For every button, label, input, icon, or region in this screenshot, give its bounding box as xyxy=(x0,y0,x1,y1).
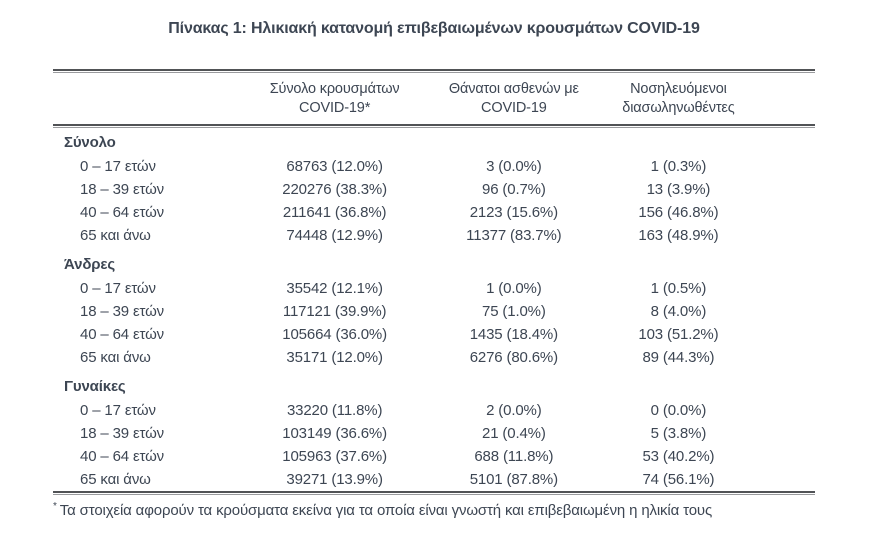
header-intubated-line2: διασωληνωθέντες xyxy=(622,100,735,116)
intubated-value: 103 (51.2%) xyxy=(638,326,719,343)
deaths-value: 75 (1.0%) xyxy=(482,303,546,320)
intubated-value: 163 (48.9%) xyxy=(638,227,719,244)
table-bottom-rule xyxy=(53,491,815,495)
intubated-value: 0 (0.0%) xyxy=(650,402,707,419)
section-row: Άνδρες xyxy=(53,252,815,277)
header-total-cases-line2: COVID-19* xyxy=(299,100,371,116)
header-deaths-line2: COVID-19 xyxy=(481,100,547,116)
deaths-value: 1 (0.0%) xyxy=(486,280,542,297)
age-group-label: 65 και άνω xyxy=(80,227,151,244)
cases-value: 74448 (12.9%) xyxy=(286,227,383,244)
intubated-value: 1 (0.5%) xyxy=(650,280,707,297)
header-deaths-line1: Θάνατοι ασθενών με xyxy=(448,81,579,97)
table-row: 0 – 17 ετών 35542 (12.1%) 1 (0.0%) 1 (0.5%) xyxy=(53,277,815,300)
table-row: 18 – 39 ετών 220276 (38.3%) 96 (0.7%) 13 (3… xyxy=(53,178,815,201)
deaths-value: 21 (0.4%) xyxy=(482,425,546,442)
intubated-value: 74 (56.1%) xyxy=(642,471,715,488)
header-intubated: Νοσηλευόμενοι διασωληνωθέντες xyxy=(602,80,756,118)
deaths-value: 5101 (87.8%) xyxy=(469,471,558,488)
deaths-value: 688 (11.8%) xyxy=(474,448,554,465)
deaths-value: 3 (0.0%) xyxy=(486,158,542,175)
cases-value: 39271 (13.9%) xyxy=(286,471,383,488)
section-label: Σύνολο xyxy=(64,134,116,151)
table-top-rule xyxy=(53,69,815,73)
table-row: 65 και άνω 74448 (12.9%) 11377 (83.7%) 163 … xyxy=(53,224,815,247)
table-row: 40 – 64 ετών 105664 (36.0%) 1435 (18.4%) 10… xyxy=(53,323,815,346)
intubated-value: 156 (46.8%) xyxy=(638,204,719,221)
cases-value: 211641 (36.8%) xyxy=(282,204,387,221)
cases-value: 105963 (37.6%) xyxy=(282,448,387,465)
table-row: 0 – 17 ετών 68763 (12.0%) 3 (0.0%) 1 (0.3%) xyxy=(53,155,815,178)
header-deaths: Θάνατοι ασθενών με COVID-19 xyxy=(426,80,602,118)
section-label: Γυναίκες xyxy=(64,378,126,395)
header-total-cases-line1: Σύνολο κρουσμάτων xyxy=(269,81,400,97)
deaths-value: 11377 (83.7%) xyxy=(466,227,562,244)
intubated-value: 1 (0.3%) xyxy=(650,158,707,175)
table-row: 18 – 39 ετών 103149 (36.6%) 21 (0.4%) 5 (3.… xyxy=(53,422,815,445)
intubated-value: 8 (4.0%) xyxy=(650,303,707,320)
footnote-text: Τα στοιχεία αφορούν τα κρούσματα εκείνα … xyxy=(59,502,713,519)
section-label: Άνδρες xyxy=(64,256,116,273)
age-group-label: 65 και άνω xyxy=(80,349,151,366)
cases-value: 103149 (36.6%) xyxy=(282,425,387,442)
header-empty xyxy=(53,80,243,118)
intubated-value: 5 (3.8%) xyxy=(650,425,707,442)
deaths-value: 6276 (80.6%) xyxy=(469,349,558,366)
age-distribution-table: Σύνολο κρουσμάτων COVID-19* Θάνατοι ασθε… xyxy=(53,69,815,495)
header-total-cases: Σύνολο κρουσμάτων COVID-19* xyxy=(243,80,426,118)
table-footnote: * Τα στοιχεία αφορούν τα κρούσματα εκείνα… xyxy=(53,501,843,519)
deaths-value: 96 (0.7%) xyxy=(482,181,546,198)
deaths-value: 1435 (18.4%) xyxy=(469,326,558,343)
section-row: Σύνολο xyxy=(53,130,815,155)
table-row: 18 – 39 ετών 117121 (39.9%) 75 (1.0%) 8 (4.… xyxy=(53,300,815,323)
age-group-label: 18 – 39 ετών xyxy=(80,181,165,198)
cases-value: 220276 (38.3%) xyxy=(282,181,387,198)
table-body: Σύνολο 0 – 17 ετών 68763 (12.0%) 3 (0.0%) 1 … xyxy=(53,130,815,491)
table-row: 65 και άνω 35171 (12.0%) 6276 (80.6%) 89 (4… xyxy=(53,346,815,369)
cases-value: 35171 (12.0%) xyxy=(286,349,383,366)
age-group-label: 40 – 64 ετών xyxy=(80,448,165,465)
age-group-label: 0 – 17 ετών xyxy=(80,280,156,297)
intubated-value: 13 (3.9%) xyxy=(646,181,711,198)
table-header-rule xyxy=(53,124,815,128)
age-group-label: 40 – 64 ετών xyxy=(80,326,165,343)
header-intubated-line1: Νοσηλευόμενοι xyxy=(630,81,727,97)
table-row: 0 – 17 ετών 33220 (11.8%) 2 (0.0%) 0 (0.0%) xyxy=(53,399,815,422)
table-row: 40 – 64 ετών 105963 (37.6%) 688 (11.8%) 53 … xyxy=(53,445,815,468)
age-group-label: 18 – 39 ετών xyxy=(80,303,165,320)
cases-value: 105664 (36.0%) xyxy=(282,326,387,343)
deaths-value: 2 (0.0%) xyxy=(486,402,542,419)
cases-value: 35542 (12.1%) xyxy=(286,280,383,297)
deaths-value: 2123 (15.6%) xyxy=(469,204,558,221)
age-group-label: 0 – 17 ετών xyxy=(80,402,156,419)
section-row: Γυναίκες xyxy=(53,374,815,399)
footnote-asterisk: * xyxy=(53,501,57,512)
age-group-label: 40 – 64 ετών xyxy=(80,204,165,221)
intubated-value: 53 (40.2%) xyxy=(642,448,715,465)
age-group-label: 65 και άνω xyxy=(80,471,151,488)
intubated-value: 89 (44.3%) xyxy=(642,349,715,366)
table-row: 65 και άνω 39271 (13.9%) 5101 (87.8%) 74 (5… xyxy=(53,468,815,491)
table-title: Πίνακας 1: Ηλικιακή κατανομή επιβεβαιωμέ… xyxy=(168,20,700,37)
age-group-label: 18 – 39 ετών xyxy=(80,425,165,442)
table-header-row: Σύνολο κρουσμάτων COVID-19* Θάνατοι ασθε… xyxy=(53,73,815,124)
cases-value: 33220 (11.8%) xyxy=(286,402,383,419)
table-row: 40 – 64 ετών 211641 (36.8%) 2123 (15.6%) 15… xyxy=(53,201,815,224)
cases-value: 68763 (12.0%) xyxy=(286,158,383,175)
age-group-label: 0 – 17 ετών xyxy=(80,158,156,175)
cases-value: 117121 (39.9%) xyxy=(282,303,387,320)
